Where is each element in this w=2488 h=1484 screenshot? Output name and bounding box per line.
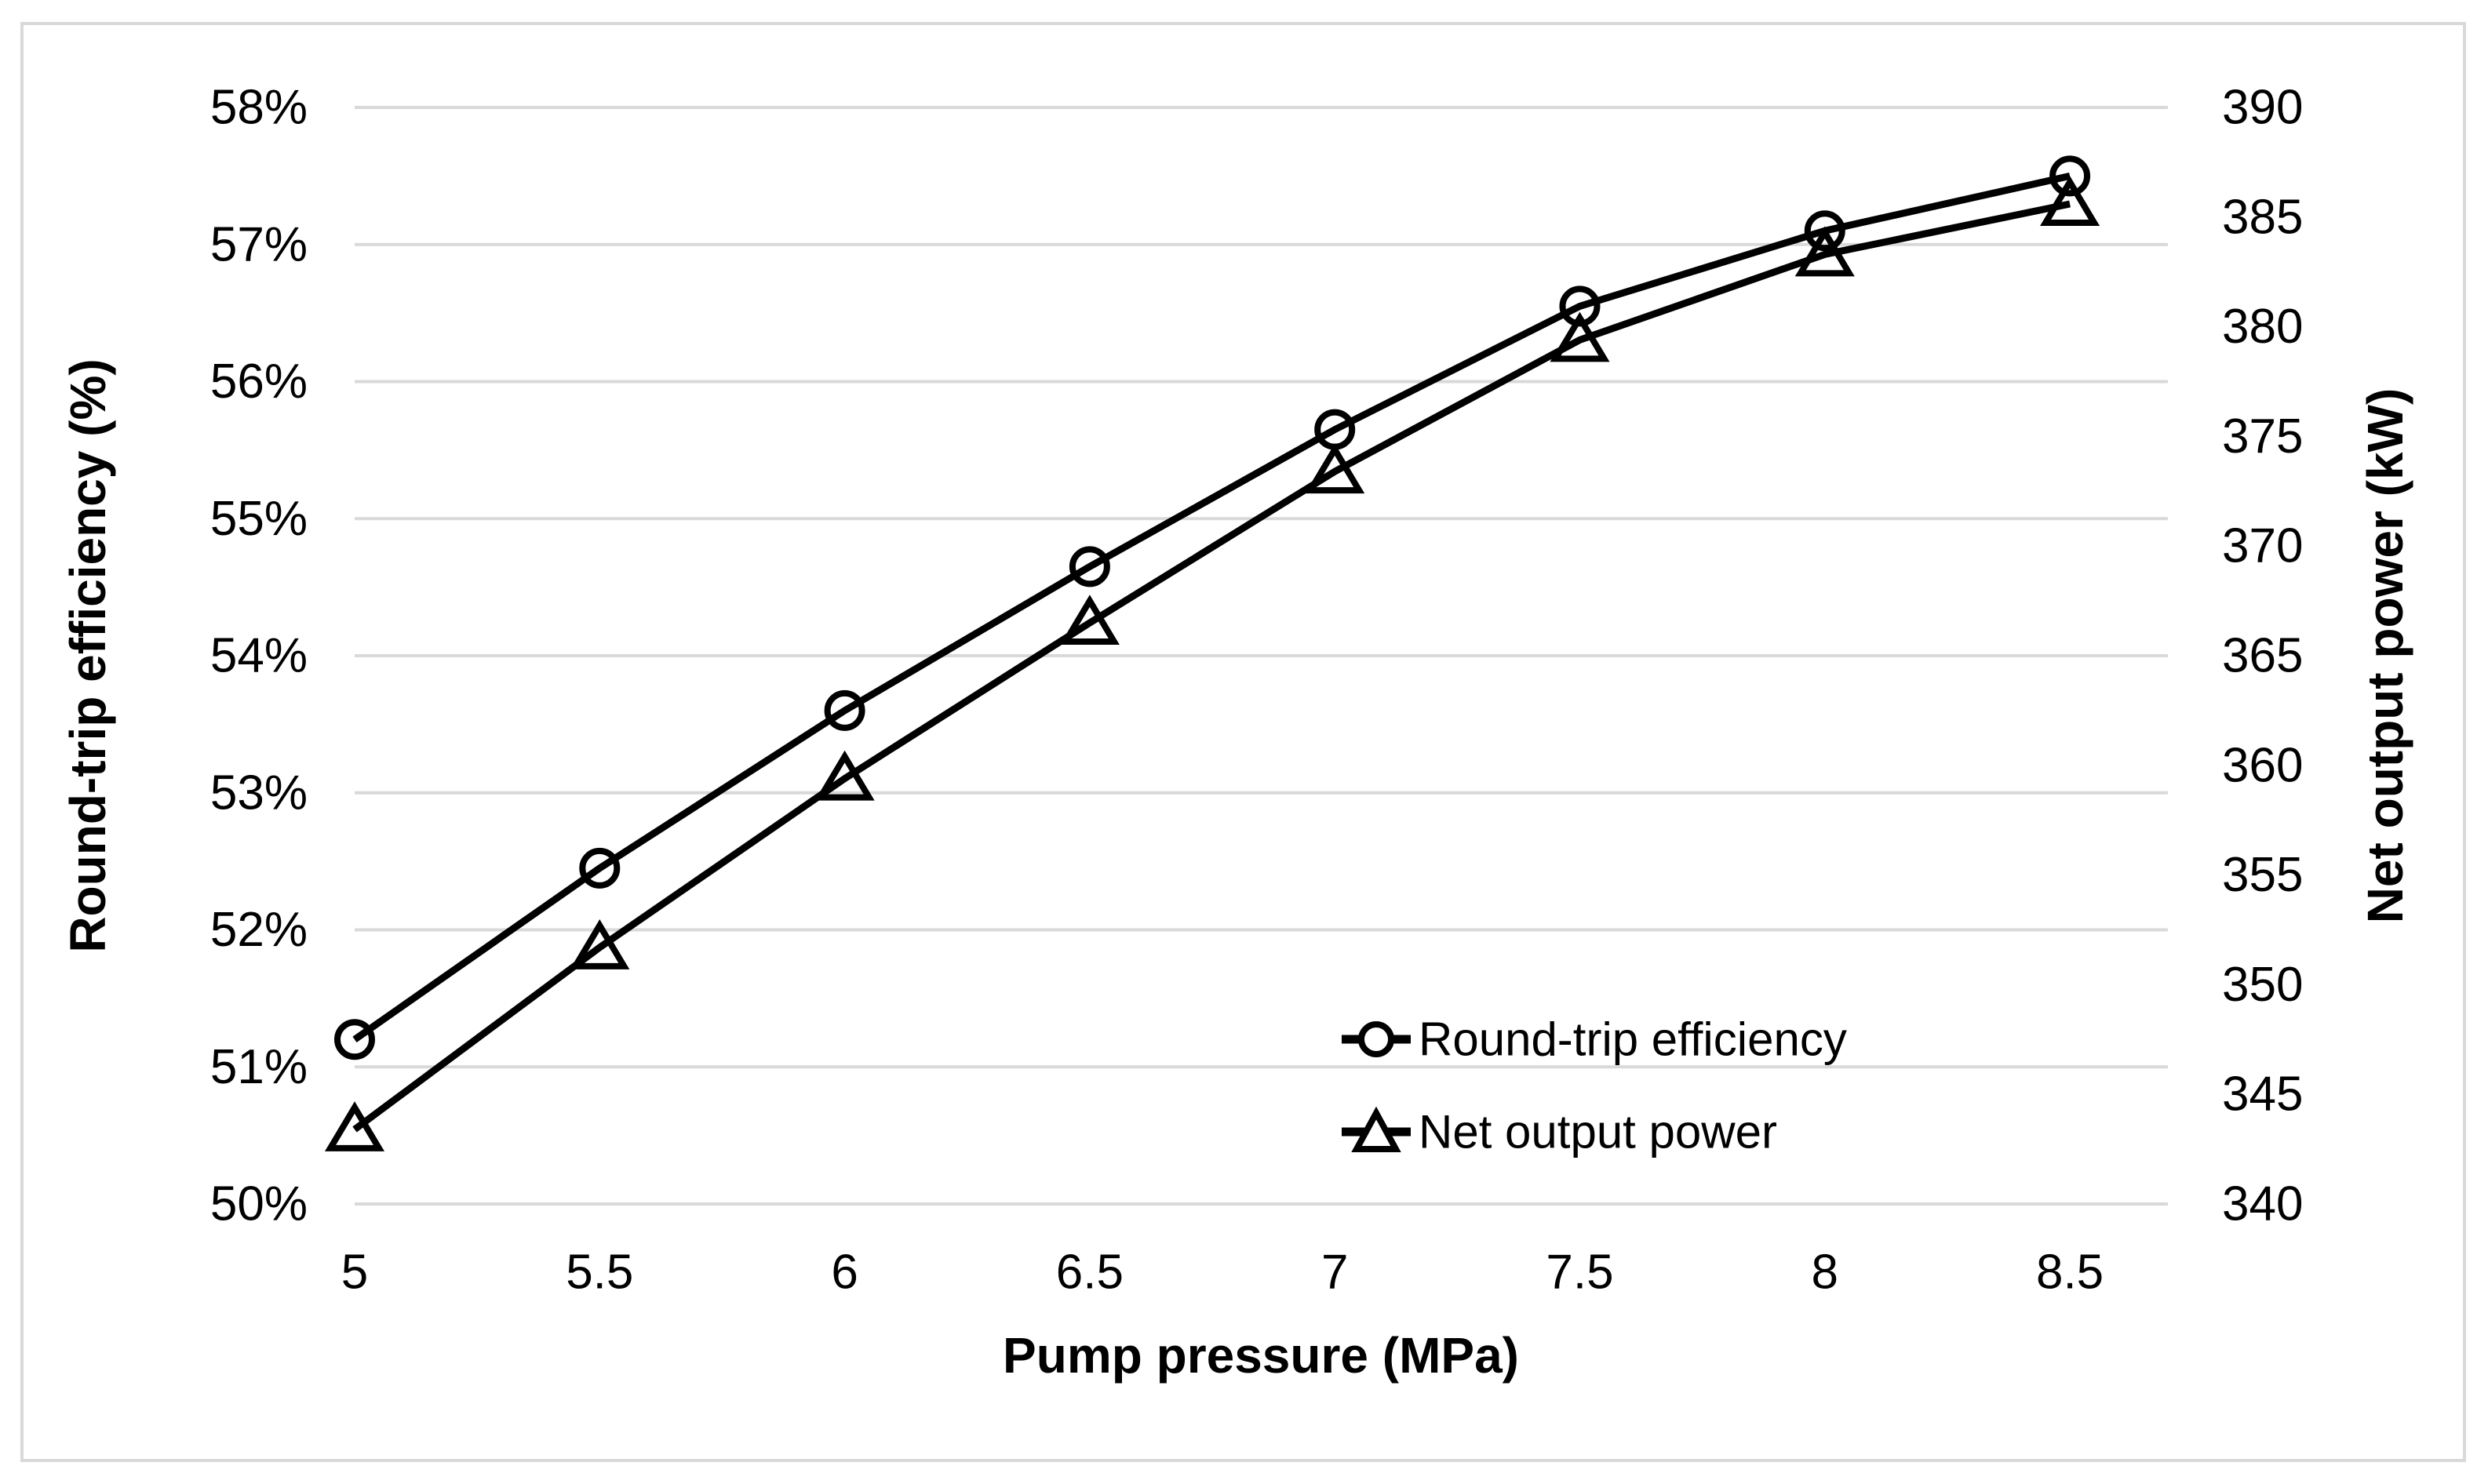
x-axis-title: Pump pressure (MPa): [1003, 1327, 1519, 1384]
right-axis-tick-labels: 340 345 350 355 360 365 370 375 380 385 390: [2222, 81, 2303, 1231]
right-axis-tick-label: 365: [2222, 629, 2303, 683]
left-axis-title: Round-trip efficiency (%): [60, 358, 116, 952]
data-point-circle-marker: [824, 689, 865, 731]
right-axis-tick-label: 390: [2222, 81, 2303, 135]
left-axis-tick-label: 55%: [210, 492, 308, 546]
x-axis-tick-label: 8.5: [2036, 1246, 2104, 1300]
x-axis-tick-label: 6: [831, 1246, 858, 1300]
data-point-circle-marker: [579, 847, 621, 889]
left-axis-tick-label: 53%: [210, 766, 308, 820]
data-point-triangle-marker: [814, 750, 875, 801]
left-axis-tick-label: 51%: [210, 1040, 308, 1094]
left-axis-tick-label: 58%: [210, 81, 308, 135]
data-point-circle-marker: [1069, 546, 1110, 587]
right-axis-tick-label: 380: [2222, 300, 2303, 354]
legend-label: Round-trip efficiency: [1419, 1013, 1847, 1066]
series-line-0: [352, 172, 2071, 1042]
x-axis-tick-label: 7: [1321, 1246, 1348, 1300]
left-axis-tick-label: 56%: [210, 355, 308, 409]
legend-entry-net-output-power: Net output power: [1342, 1106, 1777, 1158]
left-axis-tick-label: 54%: [210, 629, 308, 683]
data-point-triangle-marker: [1305, 443, 1365, 494]
right-axis-tick-label: 385: [2222, 190, 2303, 244]
series-group: [324, 155, 2100, 1151]
legend-entry-round-trip-efficiency: Round-trip efficiency: [1342, 1013, 1847, 1066]
data-point-triangle-marker: [324, 1101, 385, 1151]
x-axis-tick-labels: 5 5.5 6 6.5 7 7.5 8 8.5: [341, 1246, 2104, 1300]
figure-border: [20, 22, 2466, 1462]
right-axis-tick-label: 370: [2222, 519, 2303, 573]
right-axis-tick-label: 345: [2222, 1068, 2303, 1122]
right-axis-tick-label: 340: [2222, 1177, 2303, 1231]
legend-label: Net output power: [1419, 1106, 1777, 1158]
left-axis-tick-labels: 50% 51% 52% 53% 54% 55% 56% 57% 58%: [210, 81, 308, 1231]
x-axis-tick-label: 5.5: [566, 1246, 633, 1300]
data-point-circle-marker: [2049, 155, 2091, 197]
data-point-triangle-marker: [1550, 311, 1610, 362]
right-axis-tick-label: 355: [2222, 848, 2303, 902]
x-axis-tick-label: 5: [341, 1246, 368, 1300]
series-line-1: [352, 200, 2071, 1133]
data-point-triangle-marker: [2040, 176, 2100, 227]
x-axis-tick-label: 6.5: [1056, 1246, 1124, 1300]
legend-circle-marker-icon: [1358, 1021, 1394, 1057]
legend-triangle-marker-icon: [1351, 1106, 1401, 1152]
x-axis-tick-label: 8: [1812, 1246, 1838, 1300]
right-axis-title: Net output power (kW): [2357, 388, 2413, 924]
data-point-triangle-marker: [570, 919, 630, 969]
right-axis-tick-label: 360: [2222, 738, 2303, 792]
left-axis-tick-label: 57%: [210, 217, 308, 271]
x-axis-tick-label: 7.5: [1546, 1246, 1613, 1300]
right-axis-tick-label: 375: [2222, 409, 2303, 464]
legend: Round-trip efficiency Net output power: [1342, 1013, 1847, 1158]
left-axis-tick-label: 50%: [210, 1177, 308, 1231]
data-point-triangle-marker: [1794, 226, 1855, 277]
left-axis-tick-label: 52%: [210, 903, 308, 957]
data-point-circle-marker: [334, 1019, 375, 1060]
data-point-triangle-marker: [1059, 595, 1120, 646]
right-axis-tick-label: 350: [2222, 958, 2303, 1012]
data-point-circle-marker: [1804, 210, 1845, 252]
